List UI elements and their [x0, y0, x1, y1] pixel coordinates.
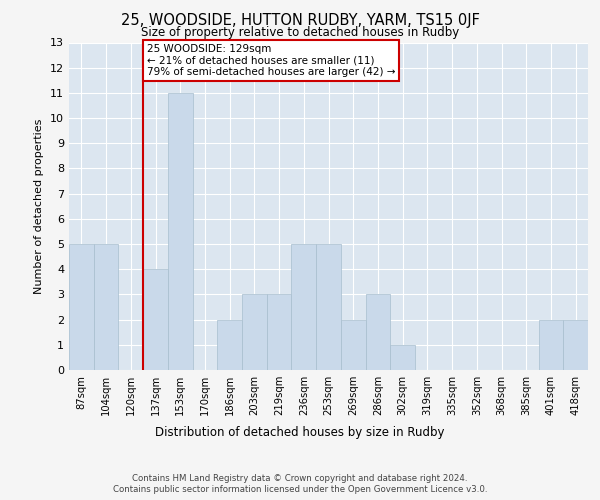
Bar	[143, 269, 168, 370]
Bar	[563, 320, 588, 370]
Bar	[316, 244, 341, 370]
Bar	[267, 294, 292, 370]
Bar	[168, 93, 193, 370]
Bar	[94, 244, 118, 370]
Bar	[242, 294, 267, 370]
Bar	[217, 320, 242, 370]
Text: Size of property relative to detached houses in Rudby: Size of property relative to detached ho…	[141, 26, 459, 39]
Bar	[365, 294, 390, 370]
Bar	[539, 320, 563, 370]
Text: Distribution of detached houses by size in Rudby: Distribution of detached houses by size …	[155, 426, 445, 439]
Bar	[341, 320, 365, 370]
Bar	[69, 244, 94, 370]
Text: 25, WOODSIDE, HUTTON RUDBY, YARM, TS15 0JF: 25, WOODSIDE, HUTTON RUDBY, YARM, TS15 0…	[121, 12, 479, 28]
Text: Contains HM Land Registry data © Crown copyright and database right 2024.
Contai: Contains HM Land Registry data © Crown c…	[113, 474, 487, 494]
Bar	[292, 244, 316, 370]
Bar	[390, 345, 415, 370]
Y-axis label: Number of detached properties: Number of detached properties	[34, 118, 44, 294]
Text: 25 WOODSIDE: 129sqm
← 21% of detached houses are smaller (11)
79% of semi-detach: 25 WOODSIDE: 129sqm ← 21% of detached ho…	[147, 44, 395, 77]
